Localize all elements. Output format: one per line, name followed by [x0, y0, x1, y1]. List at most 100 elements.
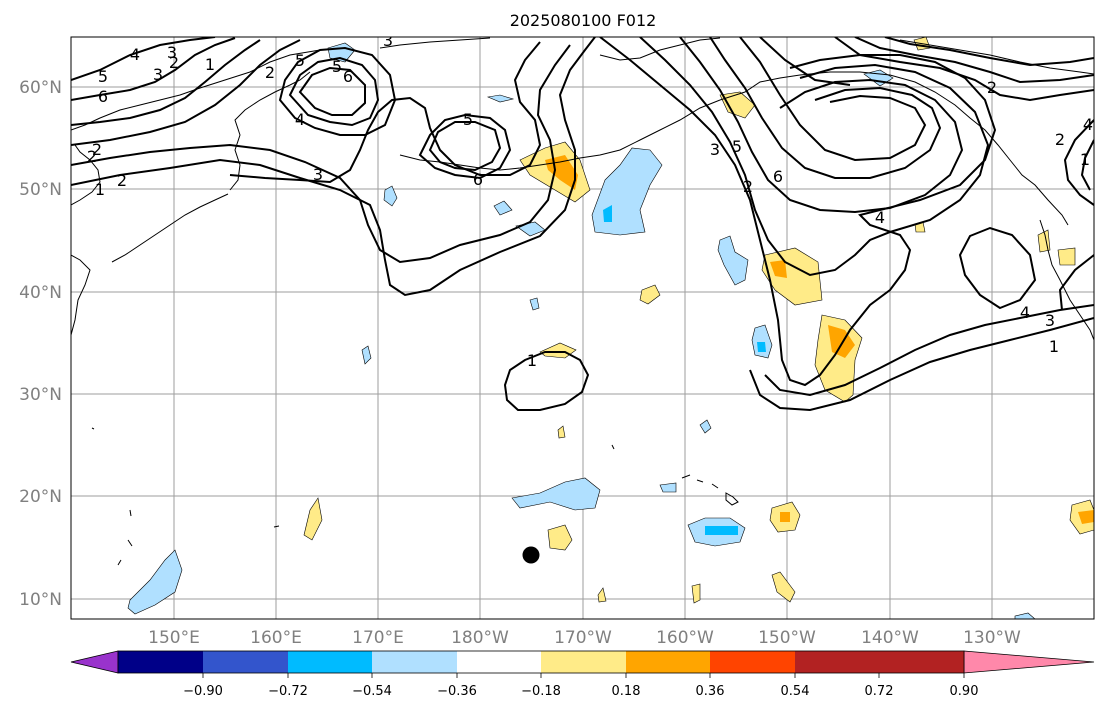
lat-label: 10°N [19, 590, 62, 610]
colorbar-segment [626, 651, 710, 673]
positive-patch [557, 425, 566, 439]
negative-patch [511, 477, 601, 511]
colorbar-tick-label: −0.18 [521, 684, 561, 699]
contour-line [834, 37, 1094, 102]
contour-line [599, 37, 997, 387]
lon-label: 180°W [451, 628, 509, 648]
contour-label: 2 [1055, 130, 1065, 149]
colorbar-tick-label: 0.18 [612, 684, 641, 699]
siberia-coast [71, 37, 491, 131]
lon-labels: 150°E 160°E 170°E 180°W 170°W 160°W 150°… [148, 628, 1021, 648]
colorbar-segment [288, 651, 372, 673]
negative-patch [1014, 612, 1036, 619]
map-title: 2025080100 F012 [510, 11, 657, 30]
colorbar-segment [118, 651, 203, 673]
marker-dot [522, 546, 540, 564]
contour-labels: 5 6 2 1 3 4 5 6 5 4 3 2 3 6 5 2 1 4 3 2 … [87, 37, 1093, 370]
colorbar-ticks [202, 673, 965, 678]
contour-label: 6 [98, 87, 108, 106]
negative-patch [127, 549, 183, 615]
colorbar-tick-label: −0.54 [352, 684, 392, 699]
colorbar-segment [795, 651, 879, 673]
lat-label: 50°N [19, 180, 62, 200]
contour-line [739, 37, 927, 162]
lon-label: 150°E [148, 628, 200, 648]
lon-label: 140°W [861, 628, 919, 648]
hawaiian-islands [681, 474, 739, 506]
contour-line [1058, 254, 1094, 311]
contour-label: 2 [987, 78, 997, 97]
contour-label: 6 [473, 170, 483, 189]
contour-line [764, 304, 1094, 397]
colorbar: −0.90 −0.72 −0.54 −0.36 −0.18 0.18 0.36 … [70, 650, 1095, 699]
lon-label: 130°W [963, 628, 1021, 648]
negative-patch [361, 345, 372, 365]
negative-patch [717, 235, 749, 286]
positive-patch [814, 314, 863, 403]
negative-core [705, 526, 738, 535]
map-area: 5 6 2 1 3 4 5 6 5 4 3 2 3 6 5 2 1 4 3 2 … [71, 37, 1094, 619]
contour-label: 1 [205, 55, 215, 74]
map-frame [70, 36, 1095, 620]
small-islands [91, 427, 615, 566]
kamchatka-coast [229, 71, 311, 191]
contour-label: 4 [1020, 303, 1030, 322]
contour-label: 4 [295, 110, 305, 129]
lat-labels: 60°N 50°N 40°N 30°N 20°N 10°N [19, 78, 62, 610]
contour-line [288, 56, 380, 127]
negative-patch [327, 42, 356, 63]
contour-line [71, 37, 596, 297]
colorbar-tick-label: −0.90 [183, 684, 223, 699]
contour-label: 3 [1045, 311, 1055, 330]
contour-label: 2 [117, 171, 127, 190]
positive-core [770, 260, 787, 278]
negative-patch [699, 419, 712, 434]
contour-line [958, 226, 1037, 310]
contour-label: 3 [710, 140, 720, 159]
contour-line [71, 37, 216, 81]
contour-line [71, 39, 301, 146]
contour-label: 5 [332, 57, 342, 76]
negative-core [603, 205, 612, 222]
contour-label: 2 [169, 53, 179, 72]
contour-label: 1 [1080, 150, 1090, 169]
contour-label: 2 [87, 147, 97, 166]
colorbar-segment [372, 651, 457, 673]
positive-core [1078, 510, 1094, 524]
positive-patch [691, 583, 701, 604]
contour-label: 1 [1049, 337, 1059, 356]
colorbar-segment [203, 651, 288, 673]
contour-label: 1 [95, 180, 105, 199]
positive-patch [303, 497, 323, 541]
contour-line [229, 41, 542, 184]
kuril-islands [111, 193, 229, 263]
shaded-patches [127, 37, 1094, 619]
contour-label: 5 [295, 51, 305, 70]
negative-patch [486, 94, 515, 103]
contour-label: 4 [875, 208, 885, 227]
positive-patch [547, 524, 573, 551]
contour-label: 1 [527, 351, 537, 370]
lat-label: 40°N [19, 283, 62, 303]
negative-patch [751, 324, 773, 359]
contour-line [71, 44, 571, 264]
lat-label: 60°N [19, 78, 62, 98]
contour-label: 2 [265, 63, 275, 82]
colorbar-segment [457, 651, 541, 673]
contour-line [884, 37, 1094, 67]
contour-line [709, 37, 942, 179]
lon-label: 160°W [656, 628, 714, 648]
contour-lines [71, 37, 1094, 412]
contour-line [71, 37, 236, 101]
colorbar-extend-right [963, 650, 1095, 674]
colorbar-segment [710, 651, 795, 673]
contour-line [679, 37, 964, 214]
colorbar-tick-label: 0.36 [696, 684, 725, 699]
negative-patch [383, 185, 398, 207]
contour-line [71, 39, 261, 126]
contour-label: 2 [92, 140, 102, 159]
lat-label: 20°N [19, 487, 62, 507]
north-america-coast [1039, 219, 1094, 341]
positive-patch [719, 91, 756, 119]
positive-patch [771, 571, 796, 603]
